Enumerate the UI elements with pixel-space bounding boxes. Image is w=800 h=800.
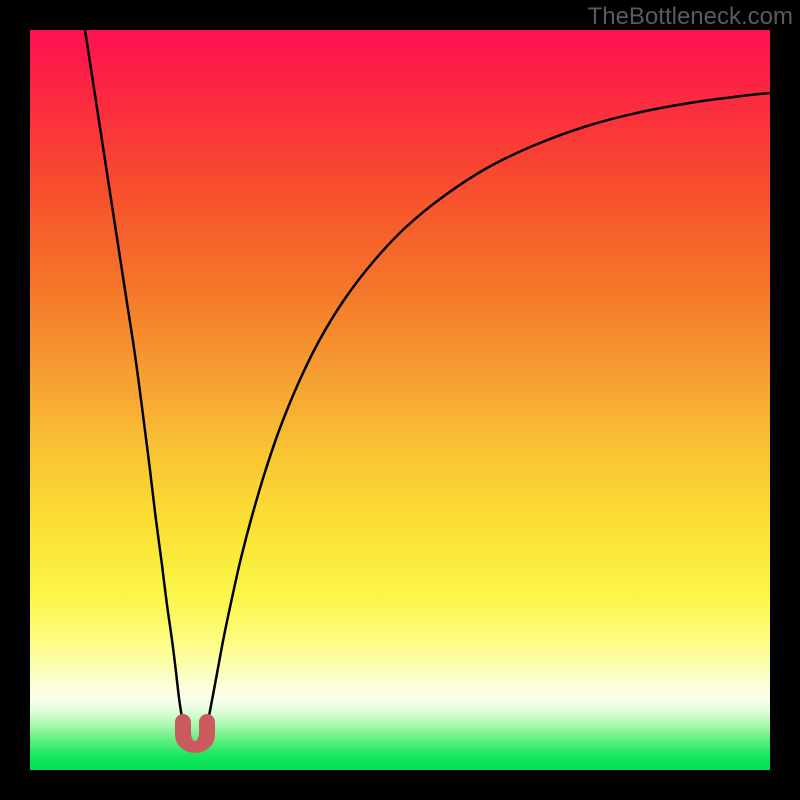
chart-container: TheBottleneck.com (0, 0, 800, 800)
watermark-text: TheBottleneck.com (588, 3, 793, 31)
bottleneck-chart (0, 0, 800, 800)
